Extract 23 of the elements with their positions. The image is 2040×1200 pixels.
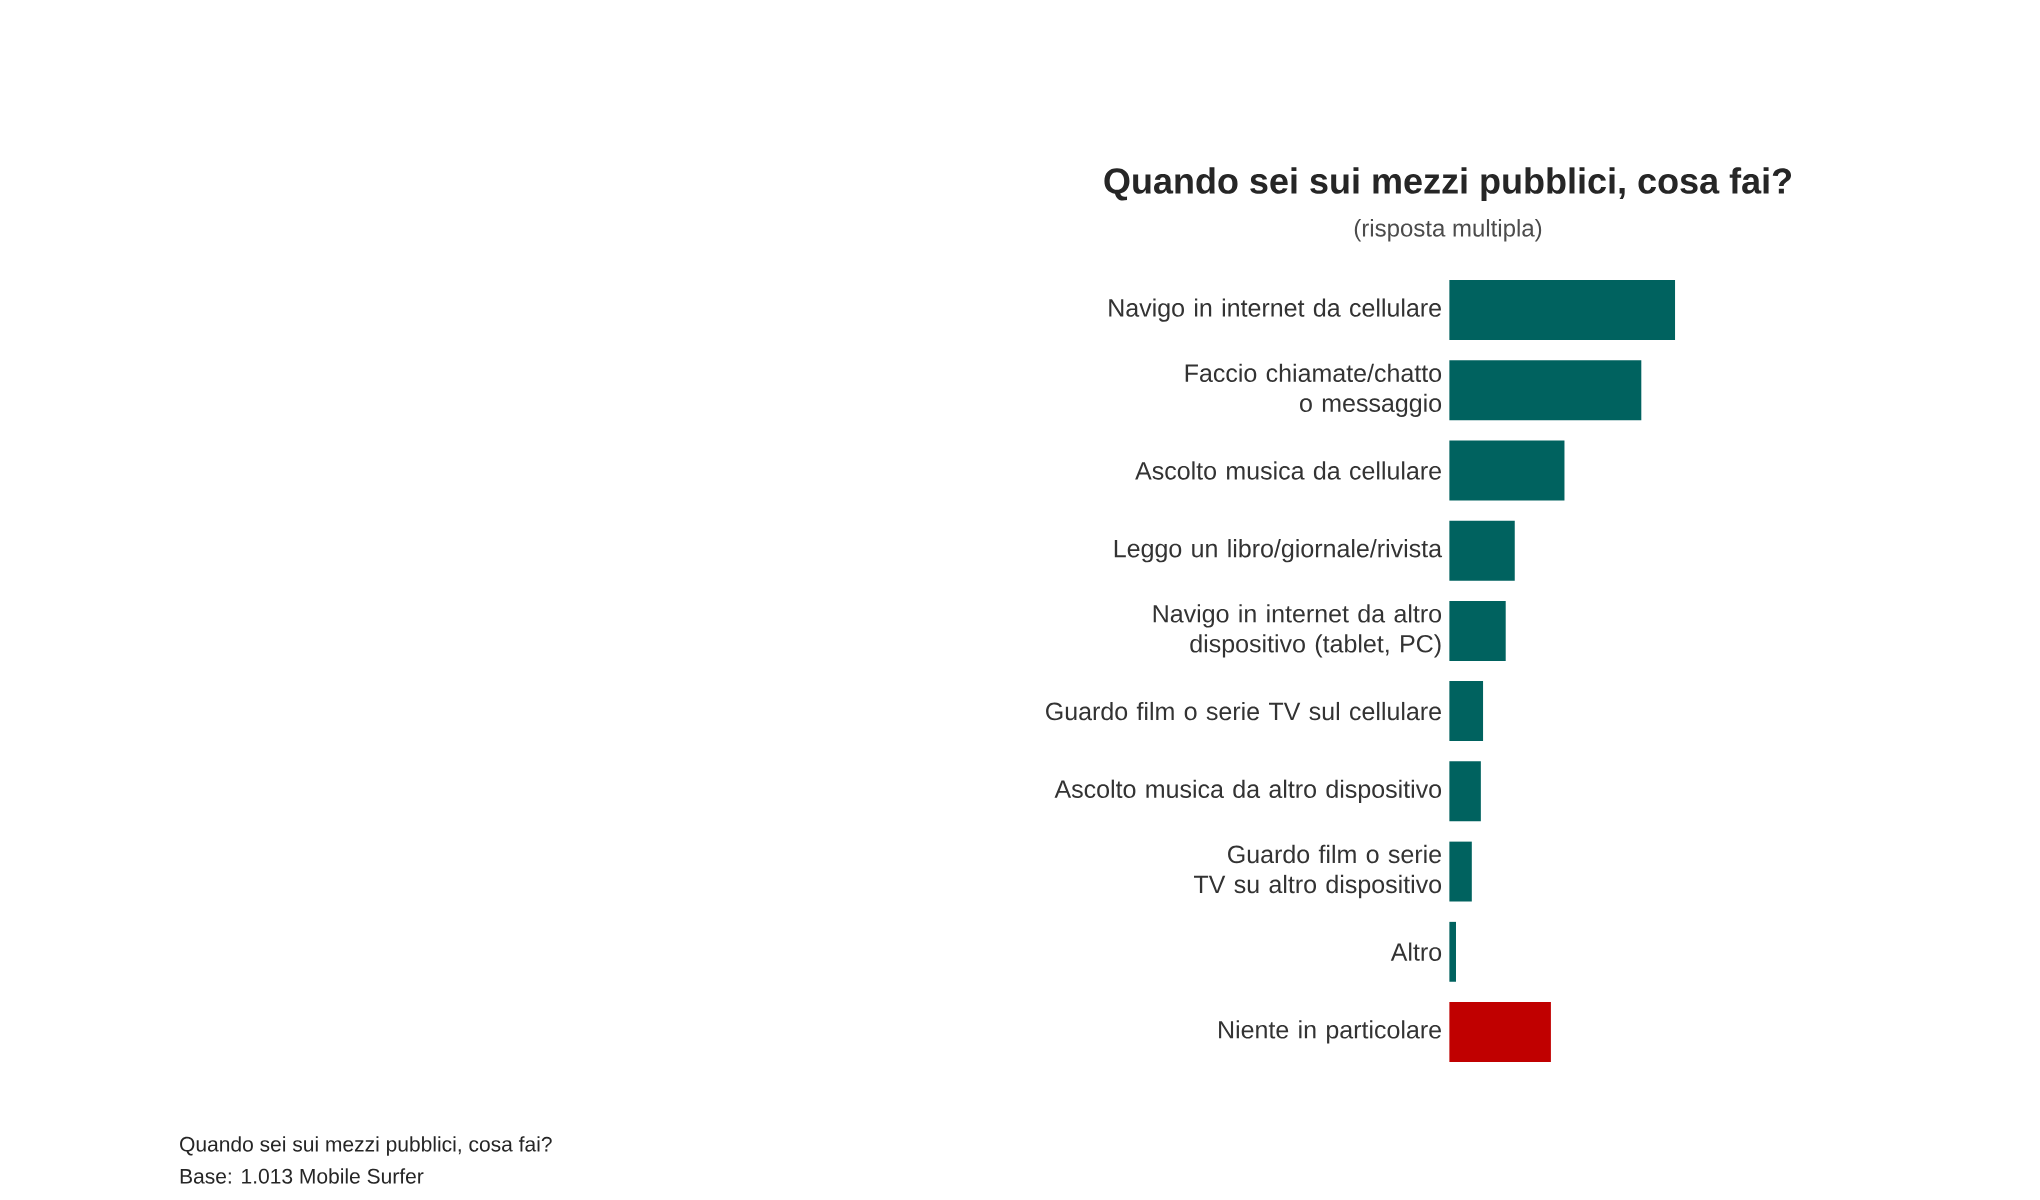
y-tick-label: Altro [1390, 942, 1442, 961]
y-tick-label: Faccio chiamate/chatto o messaggio [1185, 363, 1442, 417]
y-tick-label: Navigo in internet da cellulare [1109, 298, 1441, 322]
y-tick-label: Ascolto musica da cellulare [1135, 461, 1441, 480]
y-tick-label: Ascolto musica da altro dispositivo [1054, 779, 1442, 803]
y-tick-label: Leggo un libro/giornale/rivista [1114, 539, 1443, 563]
bar [1449, 1001, 1551, 1062]
y-tick-label: Niente in particolare [1219, 1020, 1441, 1044]
bar [1449, 520, 1515, 581]
bar [1449, 280, 1676, 341]
y-tick-label: Navigo in internet da altro dispositivo (tablet, PC) [1153, 604, 1442, 658]
chart-subtitle: (risposta multipla) [1354, 219, 1542, 242]
bar [1449, 681, 1484, 742]
bar [1449, 360, 1642, 421]
bar [1449, 440, 1565, 501]
bar [1449, 600, 1506, 661]
chart-title: Quando sei sui mezzi pubblici, cosa fai? [1104, 167, 1792, 201]
text: Quando sei sui mezzi pubblici, cosa fai? [180, 1136, 552, 1156]
bar [1449, 841, 1472, 902]
text: Base: 1.013 Mobile Surfer [180, 1168, 424, 1184]
y-tick-label: Guardo film o serie TV sul cellulare [1046, 701, 1441, 721]
bar [1449, 761, 1481, 822]
y-tick-label: Guardo film o serie TV su altro dispositivo [1194, 844, 1442, 899]
